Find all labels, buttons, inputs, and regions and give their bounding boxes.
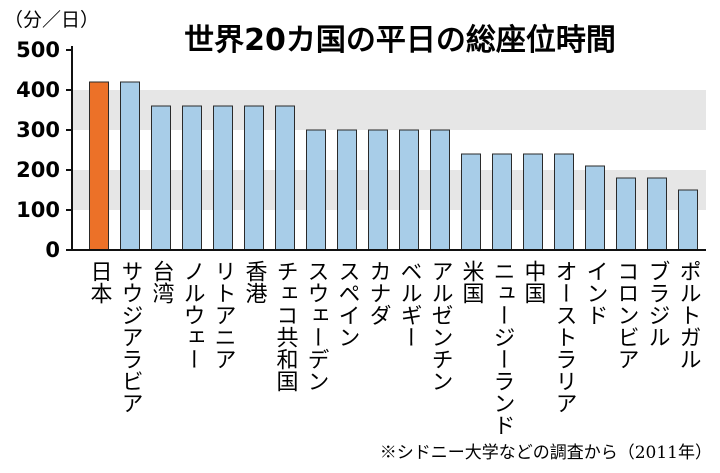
bar xyxy=(368,129,388,251)
chart-title: 世界20カ国の平日の総座位時間 xyxy=(184,23,616,58)
bar xyxy=(89,81,109,251)
bar xyxy=(585,165,605,251)
x-tick-label: 中国 xyxy=(521,260,546,304)
x-tick-label: チェコ共和国 xyxy=(273,260,299,392)
bar xyxy=(647,177,667,251)
x-tick-label: ベルギー xyxy=(397,260,422,348)
x-tick-label: ポルトガル xyxy=(676,260,701,370)
bar xyxy=(492,153,512,251)
x-tick-label: オーストラリア xyxy=(552,260,577,414)
bar xyxy=(120,81,140,251)
bar xyxy=(554,153,574,251)
x-tick-label: 米国 xyxy=(459,260,485,304)
grid-band xyxy=(72,90,706,130)
x-tick-label: 日本 xyxy=(87,260,113,304)
bar xyxy=(461,153,481,251)
x-tick-label: インド xyxy=(583,260,608,326)
bar xyxy=(244,105,264,251)
y-tick-label: 0 xyxy=(45,238,60,262)
y-axis-unit: （分／日） xyxy=(4,9,99,31)
y-tick-label: 400 xyxy=(16,78,60,102)
bar xyxy=(306,129,326,251)
bar xyxy=(399,129,419,251)
x-tick-label: ニュージーランド xyxy=(490,260,515,436)
x-tick-label: カナダ xyxy=(366,260,391,326)
bar xyxy=(430,129,450,251)
x-tick-label: サウジアラビア xyxy=(118,260,143,414)
y-axis-ticks: 0 100 200 300 400 500 xyxy=(16,38,72,262)
bar xyxy=(523,153,543,251)
x-tick-label: アルゼンチン xyxy=(428,260,453,392)
bar xyxy=(616,177,636,251)
source-note: ※シドニー大学などの調査から（2011年） xyxy=(380,443,712,463)
x-tick-label: ブラジル xyxy=(645,260,670,348)
y-tick-label: 100 xyxy=(16,198,60,222)
x-tick-label: スペイン xyxy=(335,260,360,348)
y-tick-label: 200 xyxy=(16,158,60,182)
bar xyxy=(337,129,357,251)
x-tick-label: コロンビア xyxy=(614,260,639,370)
bar xyxy=(678,189,698,251)
bar xyxy=(275,105,295,251)
x-tick-label: リトアニア xyxy=(211,260,236,370)
x-axis-labels: 日本 サウジアラビア 台湾 ノルウェー リトアニア 香港 チェコ共和国 スウェーデン スペインカ… xyxy=(87,260,701,436)
x-tick-label: ノルウェー xyxy=(180,260,205,370)
bar xyxy=(151,105,171,251)
x-tick-label: 香港 xyxy=(242,260,268,304)
x-tick-label: 台湾 xyxy=(149,260,175,304)
y-tick-label: 500 xyxy=(16,38,60,62)
y-tick-label: 300 xyxy=(16,118,60,142)
x-tick-label: スウェーデン xyxy=(304,260,329,392)
bar xyxy=(182,105,202,251)
bars xyxy=(89,81,698,251)
bar xyxy=(213,105,233,251)
